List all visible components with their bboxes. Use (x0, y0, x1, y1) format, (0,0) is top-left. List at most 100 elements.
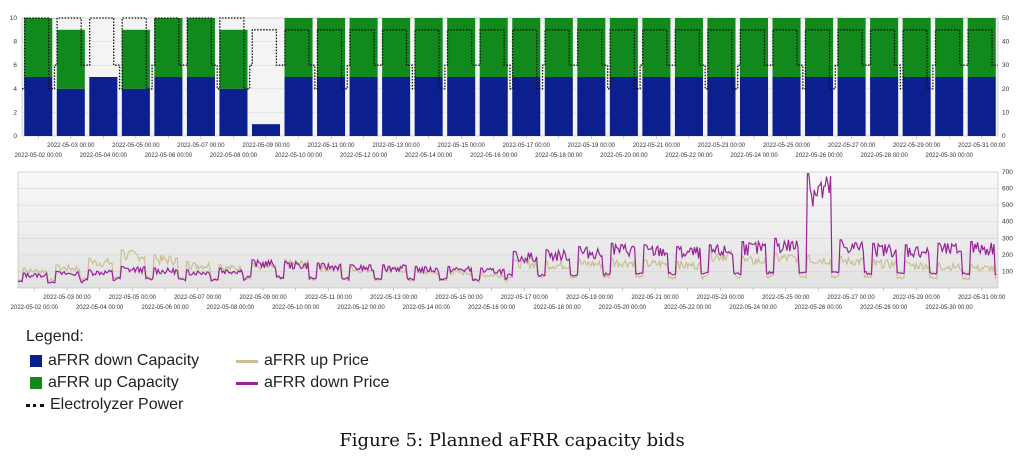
capacity-ytick-right: 40 (1002, 39, 1010, 46)
price-xtick-label: 2022-05-26 00:00 (795, 305, 843, 311)
up-capacity-bar (154, 18, 183, 77)
legend-label-up-price: aFRR up Price (264, 352, 369, 369)
down-capacity-bar (24, 77, 53, 136)
capacity-xtick-label: 2022-05-26 00:00 (795, 153, 843, 159)
figure-caption: Figure 5: Planned aFRR capacity bids (339, 430, 685, 451)
up-capacity-bar (609, 18, 638, 77)
legend-label-electrolyzer-power: Electrolyzer Power (50, 396, 184, 413)
down-capacity-bar (935, 77, 964, 136)
price-xtick-label: 2022-05-04 00:00 (76, 305, 124, 311)
price-xtick-label: 2022-05-20 00:00 (599, 305, 647, 311)
capacity-xtick-label: 2022-05-06 00:00 (145, 153, 193, 159)
capacity-ytick-right: 0 (1002, 133, 1006, 140)
down-capacity-bar (902, 77, 931, 136)
price-xtick-label: 2022-05-07 00:00 (174, 295, 222, 301)
down-capacity-bar (577, 77, 606, 136)
down-capacity-bar (121, 88, 150, 136)
down-capacity-bar (805, 77, 834, 136)
up-capacity-bar (512, 18, 541, 77)
down-capacity-bar (479, 77, 508, 136)
down-capacity-bar (317, 77, 346, 136)
capacity-xtick-label: 2022-05-23 00:00 (698, 143, 746, 149)
price-ytick-right: 700 (1002, 169, 1013, 176)
down-capacity-bar (251, 124, 281, 136)
price-xtick-label: 2022-05-31 00:00 (958, 295, 1006, 301)
up-capacity-bar (870, 18, 899, 77)
price-xtick-label: 2022-05-27 00:00 (827, 295, 875, 301)
legend-label-down-price: aFRR down Price (264, 374, 390, 391)
capacity-xtick-label: 2022-05-22 00:00 (665, 153, 713, 159)
price-ytick-right: 400 (1002, 219, 1013, 226)
up-capacity-bar (642, 18, 671, 77)
down-capacity-bar (414, 77, 443, 136)
capacity-xtick-label: 2022-05-08 00:00 (210, 153, 258, 159)
price-ytick-right: 100 (1002, 268, 1013, 275)
price-xtick-label: 2022-05-05 00:00 (109, 295, 157, 301)
down-capacity-bar (89, 77, 118, 136)
capacity-ytick-right: 50 (1002, 15, 1010, 22)
price-xtick-label: 2022-05-19 00:00 (566, 295, 614, 301)
legend-swatch-electrolyzer-power (26, 403, 44, 407)
up-capacity-bar (24, 18, 53, 77)
price-xtick-label: 2022-05-18 00:00 (533, 305, 581, 311)
capacity-xtick-label: 2022-05-13 00:00 (372, 143, 420, 149)
capacity-xtick-label: 2022-05-20 00:00 (600, 153, 648, 159)
capacity-xtick-label: 2022-05-16 00:00 (470, 153, 518, 159)
up-capacity-bar (805, 18, 834, 77)
price-xtick-label: 2022-05-03 00:00 (43, 295, 91, 301)
price-xtick-label: 2022-05-12 00:00 (337, 305, 385, 311)
capacity-ytick-right: 10 (1002, 109, 1010, 116)
price-xtick-label: 2022-05-11 00:00 (305, 295, 353, 301)
capacity-xtick-label: 2022-05-12 00:00 (340, 153, 388, 159)
price-plot-area (17, 171, 999, 289)
down-capacity-bar (837, 77, 866, 136)
price-xtick-label: 2022-05-10 00:00 (272, 305, 320, 311)
price-xtick-label: 2022-05-22 00:00 (664, 305, 712, 311)
down-capacity-bar (674, 77, 703, 136)
legend-item-electrolyzer-power: Electrolyzer Power (26, 396, 183, 414)
capacity-xtick-label: 2022-05-09 00:00 (242, 143, 290, 149)
up-capacity-bar (56, 29, 85, 89)
capacity-ytick-right: 20 (1002, 86, 1010, 93)
price-xtick-label: 2022-05-08 00:00 (207, 305, 255, 311)
price-xtick-label: 2022-05-28 00:00 (860, 305, 908, 311)
up-capacity-bar (121, 29, 150, 89)
capacity-ytick-left: 8 (13, 39, 17, 46)
capacity-xtick-label: 2022-05-25 00:00 (763, 143, 811, 149)
down-capacity-bar (512, 77, 541, 136)
up-capacity-bar (707, 18, 736, 77)
legend-item-up-capacity: aFRR up Capacity (30, 374, 179, 392)
price-chart: 100 200 300 400 500 600 700 2022-05-02 00:00 202… (11, 169, 1014, 311)
up-capacity-bar (219, 29, 248, 89)
legend-label-down-capacity: aFRR down Capacity (48, 352, 200, 369)
up-capacity-bar (414, 18, 443, 77)
up-capacity-bar (479, 18, 508, 77)
legend-title: Legend: (26, 328, 84, 345)
down-capacity-bar (609, 77, 638, 136)
price-xtick-label: 2022-05-25 00:00 (762, 295, 810, 301)
capacity-ytick-left: 2 (13, 109, 17, 116)
down-capacity-bar (642, 77, 671, 136)
capacity-xtick-label: 2022-05-17 00:00 (503, 143, 551, 149)
down-capacity-bar (447, 77, 476, 136)
capacity-xtick-label: 2022-05-18 00:00 (535, 153, 583, 159)
down-capacity-bar (544, 77, 573, 136)
capacity-xtick-label: 2022-05-28 00:00 (860, 153, 908, 159)
down-capacity-bar (707, 77, 736, 136)
price-xtick-label: 2022-05-13 00:00 (370, 295, 418, 301)
capacity-xtick-label: 2022-05-03 00:00 (47, 143, 95, 149)
price-ytick-right: 300 (1002, 235, 1013, 242)
capacity-xtick-label: 2022-05-14 00:00 (405, 153, 453, 159)
up-capacity-bar (186, 18, 215, 77)
up-capacity-bar (349, 18, 378, 77)
price-xtick-label: 2022-05-14 00:00 (403, 305, 451, 311)
up-capacity-bar (674, 18, 703, 77)
price-xtick-label: 2022-05-23 00:00 (697, 295, 745, 301)
up-capacity-bar (772, 18, 801, 77)
legend-swatch-up-price (236, 359, 258, 363)
legend-swatch-down-price (236, 381, 258, 385)
capacity-xtick-label: 2022-05-15 00:00 (438, 143, 486, 149)
price-xtick-label: 2022-05-02 00:00 (11, 305, 59, 311)
capacity-xtick-label: 2022-05-07 00:00 (177, 143, 225, 149)
price-xtick-label: 2022-05-15 00:00 (435, 295, 483, 301)
